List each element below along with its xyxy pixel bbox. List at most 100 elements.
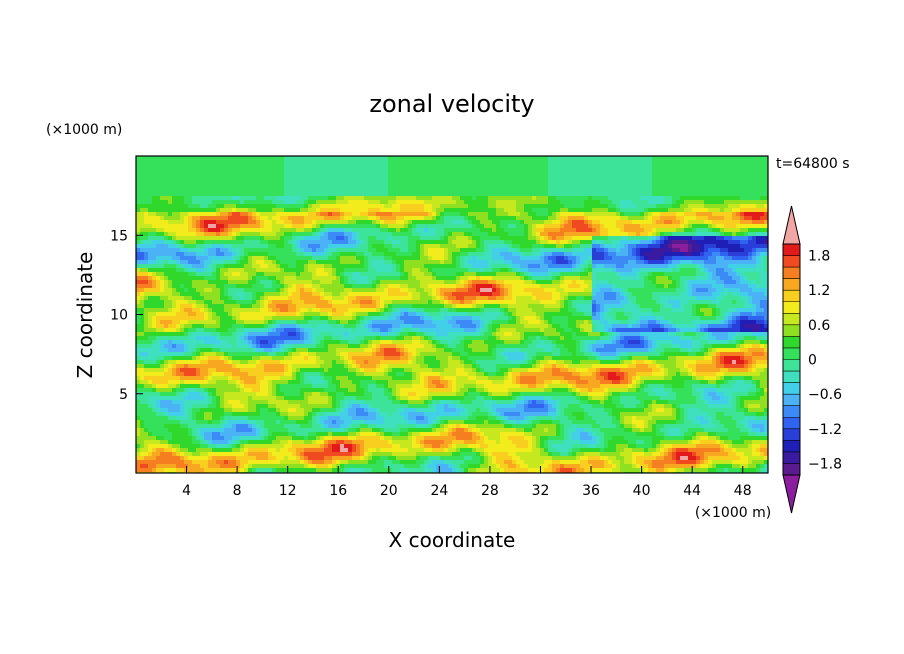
heatmap-cell: [448, 160, 453, 165]
heatmap-cell: [608, 160, 613, 165]
heatmap-cell: [524, 200, 529, 205]
heatmap-cell: [392, 236, 397, 241]
heatmap-cell: [488, 208, 493, 213]
heatmap-cell: [732, 240, 737, 245]
heatmap-cell: [324, 280, 329, 285]
heatmap-cell: [300, 180, 305, 185]
heatmap-cell: [224, 280, 229, 285]
heatmap-cell: [336, 200, 341, 205]
heatmap-cell: [384, 236, 389, 241]
heatmap-cell: [228, 232, 233, 237]
heatmap-cell: [520, 272, 525, 277]
heatmap-cell: [152, 280, 157, 285]
heatmap-cell: [484, 272, 489, 277]
heatmap-cell: [356, 212, 361, 217]
heatmap-cell: [428, 192, 433, 197]
heatmap-cell: [244, 168, 249, 173]
heatmap-cell: [436, 196, 441, 201]
heatmap-cell: [248, 248, 253, 253]
heatmap-cell: [140, 232, 145, 237]
heatmap-cell: [408, 208, 413, 213]
heatmap-cell: [212, 200, 217, 205]
heatmap-cell: [344, 244, 349, 249]
heatmap-cell: [404, 240, 409, 245]
heatmap-cell: [524, 256, 529, 261]
heatmap-cell: [488, 264, 493, 269]
heatmap-cell: [168, 276, 173, 281]
heatmap-cell: [500, 192, 505, 197]
heatmap-cell: [272, 256, 277, 261]
heatmap-cell: [476, 228, 481, 233]
heatmap-cell: [704, 256, 709, 261]
heatmap-cell: [352, 272, 357, 277]
heatmap-cell: [224, 252, 229, 257]
heatmap-cell: [632, 200, 637, 205]
heatmap-cell: [236, 180, 241, 185]
heatmap-cell: [156, 164, 161, 169]
heatmap-cell: [456, 204, 461, 209]
heatmap-cell: [172, 168, 177, 173]
heatmap-cell: [336, 280, 341, 285]
heatmap-cell: [436, 260, 441, 265]
heatmap-cell: [712, 168, 717, 173]
heatmap-cell: [332, 176, 337, 181]
heatmap-cell: [356, 220, 361, 225]
heatmap-cell: [644, 228, 649, 233]
heatmap-cell: [728, 192, 733, 197]
heatmap-cell: [176, 196, 181, 201]
heatmap-cell: [672, 248, 677, 253]
heatmap-cell: [524, 180, 529, 185]
heatmap-cell: [580, 156, 585, 161]
heatmap-cell: [444, 164, 449, 169]
heatmap-cell: [316, 280, 321, 285]
heatmap-cell: [632, 176, 637, 181]
heatmap-cell: [696, 252, 701, 257]
heatmap-cell: [432, 244, 437, 249]
heatmap-cell: [264, 172, 269, 177]
heatmap-cell: [408, 272, 413, 277]
heatmap-cell: [728, 200, 733, 205]
heatmap-cell: [460, 192, 465, 197]
heatmap-cell: [504, 212, 509, 217]
heatmap-cell: [292, 164, 297, 169]
heatmap-cell: [216, 168, 221, 173]
heatmap-cell: [372, 232, 377, 237]
heatmap-cell: [424, 200, 429, 205]
heatmap-cell: [448, 244, 453, 249]
heatmap-cell: [676, 192, 681, 197]
heatmap-cell: [488, 252, 493, 257]
heatmap-cell: [156, 204, 161, 209]
heatmap-cell: [652, 188, 657, 193]
heatmap-cell: [636, 244, 641, 249]
heatmap-cell: [288, 192, 293, 197]
heatmap-cell: [492, 264, 497, 269]
heatmap-cell: [336, 248, 341, 253]
heatmap-cell: [296, 256, 301, 261]
heatmap-cell: [724, 228, 729, 233]
heatmap-cell: [712, 216, 717, 221]
heatmap-cell: [388, 212, 393, 217]
heatmap-cell: [404, 224, 409, 229]
heatmap-cell: [468, 220, 473, 225]
heatmap-cell: [348, 172, 353, 177]
heatmap-cell: [576, 200, 581, 205]
heatmap-cell: [392, 248, 397, 253]
heatmap-cell: [172, 220, 177, 225]
heatmap-cell: [264, 240, 269, 245]
heatmap-cell: [460, 248, 465, 253]
heatmap-cell: [424, 224, 429, 229]
heatmap-cell: [528, 188, 533, 193]
heatmap-cell: [572, 204, 577, 209]
heatmap-cell: [360, 248, 365, 253]
heatmap-cell: [456, 252, 461, 257]
heatmap-cell: [708, 188, 713, 193]
heatmap-cell: [340, 200, 345, 205]
heatmap-cell: [600, 196, 605, 201]
heatmap-cell: [276, 188, 281, 193]
heatmap-cell: [456, 156, 461, 161]
heatmap-cell: [480, 172, 485, 177]
heatmap-cell: [596, 248, 601, 253]
heatmap-cell: [744, 264, 749, 269]
heatmap-cell: [272, 192, 277, 197]
heatmap-cell: [276, 280, 281, 285]
